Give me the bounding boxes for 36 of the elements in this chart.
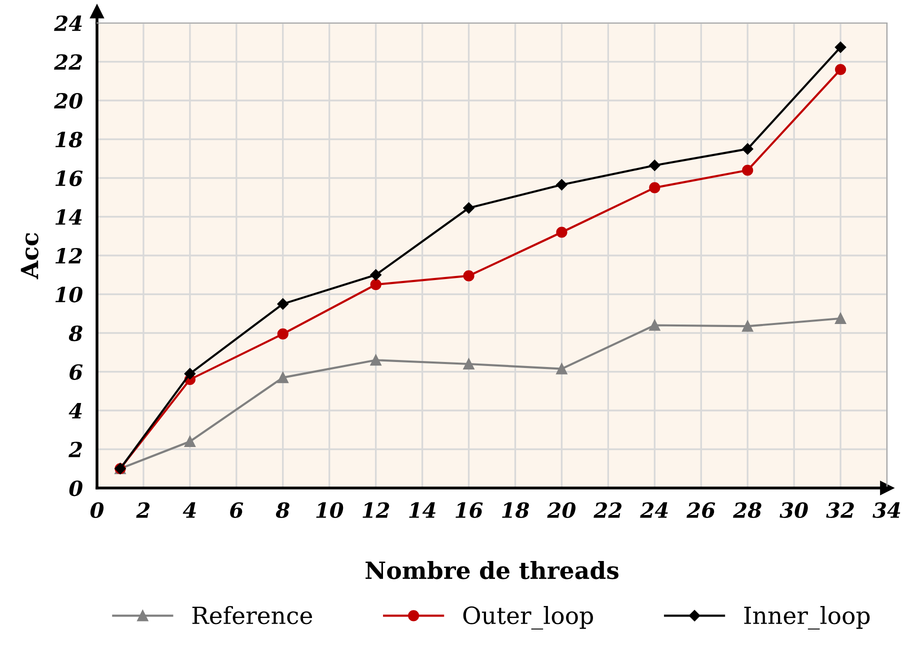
y-axis-title: Acc bbox=[20, 233, 38, 280]
x-tick-label: 8 bbox=[276, 502, 290, 518]
x-axis-title: Nombre de threads bbox=[366, 560, 618, 580]
y-tick-label: 16 bbox=[55, 170, 83, 186]
y-tick-label: 4 bbox=[68, 402, 82, 418]
legend-label: Reference bbox=[192, 606, 312, 624]
x-tick-label: 24 bbox=[640, 502, 668, 518]
x-tick-label: 0 bbox=[90, 502, 104, 518]
y-tick-label: 20 bbox=[54, 92, 82, 109]
y-tick-label: 14 bbox=[55, 209, 82, 225]
y-tick-label: 0 bbox=[69, 480, 82, 496]
x-tick-label: 2 bbox=[136, 502, 150, 518]
x-tick-label: 22 bbox=[594, 502, 622, 518]
x-tick-label: 32 bbox=[826, 502, 854, 518]
y-tick-label: 6 bbox=[70, 364, 83, 380]
y-tick-label: 12 bbox=[55, 248, 82, 264]
y-tick-label: 24 bbox=[54, 15, 82, 31]
y-tick-label: 2 bbox=[68, 442, 82, 458]
x-tick-label: 14 bbox=[409, 502, 436, 518]
x-tick-label: 12 bbox=[362, 502, 390, 518]
x-tick-label: 18 bbox=[502, 502, 529, 518]
y-tick-label: 18 bbox=[55, 132, 82, 148]
x-tick-label: 4 bbox=[182, 502, 196, 518]
x-tick-label: 6 bbox=[230, 502, 244, 518]
y-tick-label: 22 bbox=[54, 54, 82, 70]
x-tick-label: 26 bbox=[686, 502, 716, 518]
x-tick-label: 16 bbox=[456, 502, 483, 518]
y-tick-label: 10 bbox=[55, 286, 82, 302]
x-tick-label: 28 bbox=[732, 502, 762, 518]
legend-label: Inner_loop bbox=[744, 606, 870, 630]
x-tick-label: 30 bbox=[780, 502, 808, 518]
y-tick-label: 8 bbox=[68, 325, 82, 342]
x-tick-label: 20 bbox=[547, 502, 576, 518]
x-tick-label: 34 bbox=[872, 502, 900, 518]
legend-label: Outer_loop bbox=[463, 606, 593, 630]
x-tick-label: 10 bbox=[316, 502, 344, 518]
